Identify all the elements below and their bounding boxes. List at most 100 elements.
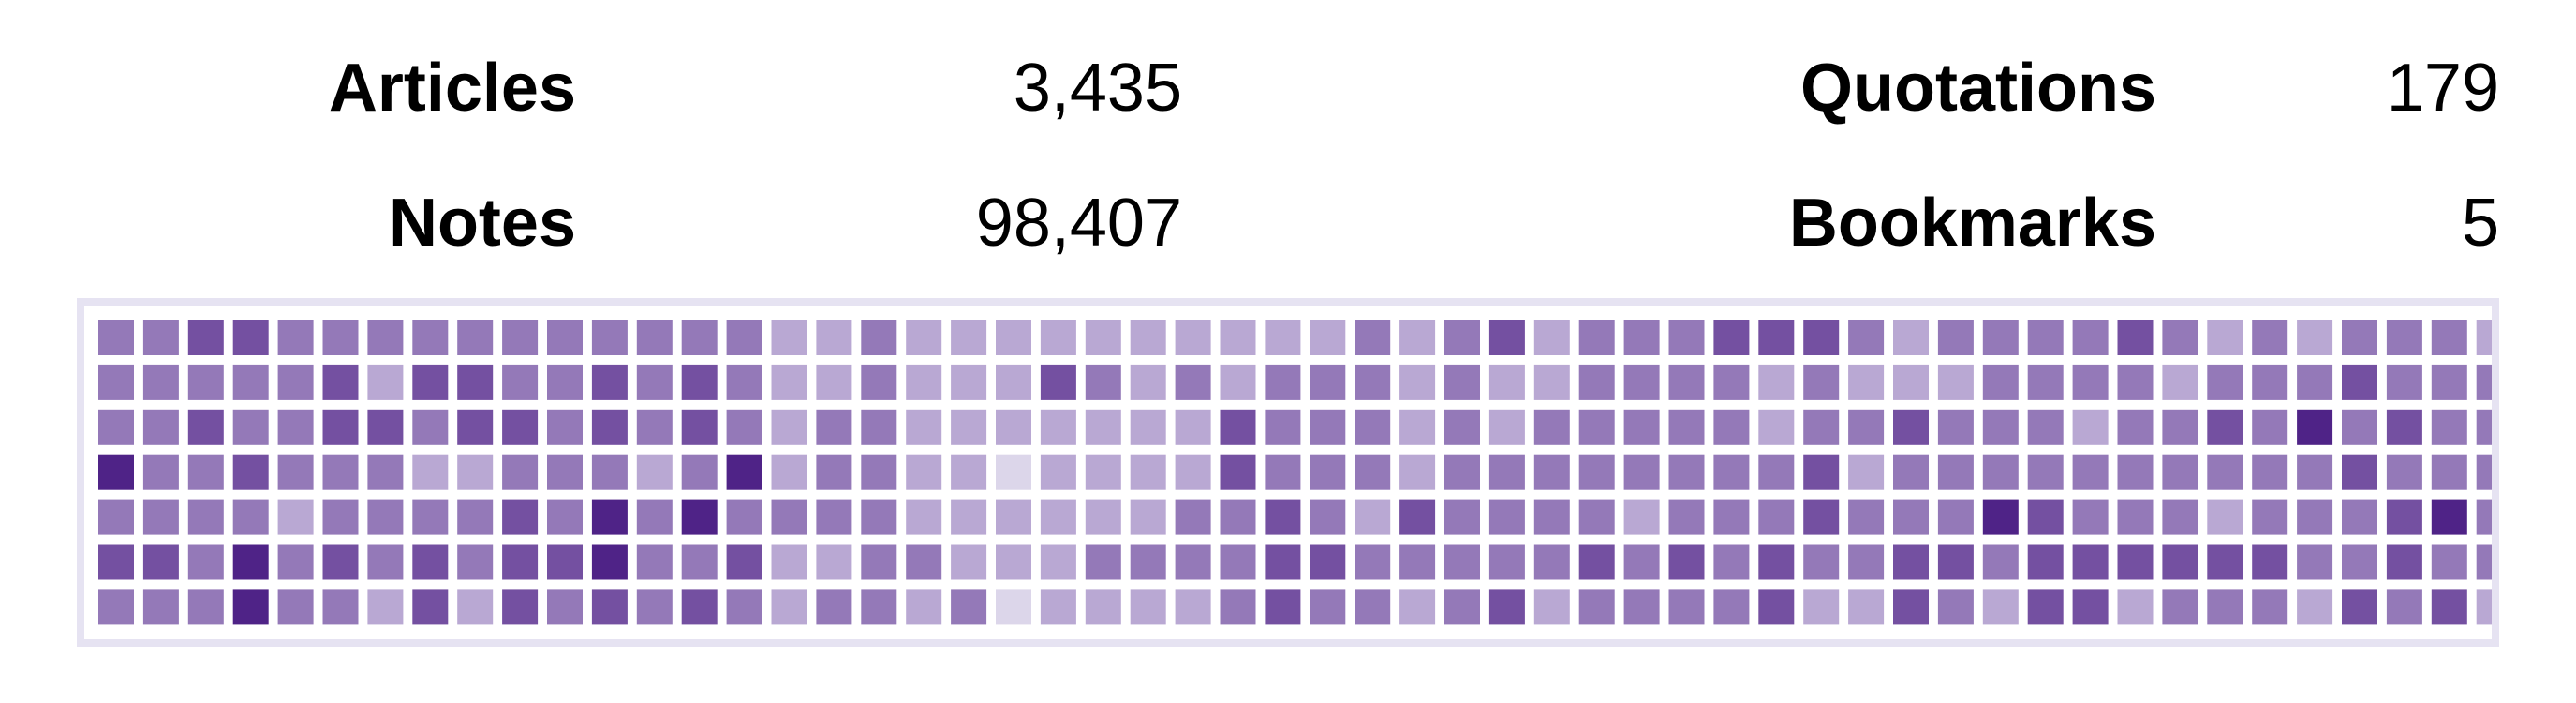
heatmap-cell (2207, 409, 2243, 445)
heatmap-cell (906, 409, 942, 445)
articles-count: 3,435 (1013, 51, 1182, 126)
heatmap-cell (2386, 409, 2422, 445)
heatmap-cell (1578, 589, 1615, 625)
heatmap-cell (1130, 454, 1166, 490)
heatmap-cell (1803, 499, 1840, 535)
heatmap-cell (1982, 454, 2019, 490)
heatmap-cell (1668, 544, 1705, 580)
heatmap-cell (457, 499, 494, 535)
heatmap-cell (1444, 364, 1480, 400)
heatmap-cell (1578, 454, 1615, 490)
heatmap-cell (2252, 320, 2288, 355)
heatmap-cell (2297, 320, 2333, 355)
heatmap-cell (2252, 499, 2288, 535)
heatmap-cell (2386, 364, 2422, 400)
heatmap-cell (591, 589, 628, 625)
heatmap-cell (412, 454, 449, 490)
heatmap-cell (547, 364, 583, 400)
heatmap-cell (2162, 364, 2198, 400)
heatmap-cell (187, 499, 224, 535)
heatmap-cell (2297, 499, 2333, 535)
heatmap-cell (2431, 320, 2467, 355)
heatmap-cell (1533, 589, 1570, 625)
heatmap-cell (771, 589, 807, 625)
heatmap-cell (1713, 364, 1750, 400)
heatmap-cell (1130, 320, 1166, 355)
heatmap-cell (771, 364, 807, 400)
heatmap-cell (2117, 499, 2154, 535)
heatmap-cell (98, 454, 134, 490)
heatmap-cell (2252, 364, 2288, 400)
heatmap-cell (2431, 589, 2467, 625)
heatmap-cell (98, 589, 134, 625)
heatmap-cell (1355, 320, 1391, 355)
heatmap-cell (2072, 364, 2109, 400)
heatmap-cell (1085, 544, 1121, 580)
heatmap-cell (726, 544, 762, 580)
heatmap-cell (1175, 409, 1211, 445)
heatmap-cell (1758, 320, 1795, 355)
heatmap-cell (816, 409, 852, 445)
heatmap-cell (367, 364, 404, 400)
heatmap-cell (1578, 364, 1615, 400)
heatmap-cell (951, 544, 987, 580)
heatmap-cell (2207, 499, 2243, 535)
heatmap-cell (2476, 364, 2492, 400)
heatmap-cell (1937, 409, 1974, 445)
heatmap-cell (816, 320, 852, 355)
heatmap-cell (591, 544, 628, 580)
heatmap-cell (367, 544, 404, 580)
heatmap-cell (1758, 544, 1795, 580)
heatmap-cell (2117, 454, 2154, 490)
heatmap-cell (1355, 409, 1391, 445)
heatmap-cell (277, 454, 314, 490)
notes-label: Notes (388, 186, 576, 261)
heatmap-cell (98, 499, 134, 535)
heatmap-cell (2207, 454, 2243, 490)
heatmap-cell (681, 320, 718, 355)
heatmap-cell (1310, 454, 1346, 490)
heatmap-cell (1623, 364, 1660, 400)
heatmap-cell (1399, 544, 1436, 580)
heatmap-cell (951, 320, 987, 355)
activity-heatmap-grid (98, 320, 2492, 625)
heatmap-cell (367, 454, 404, 490)
heatmap-cell (1444, 454, 1480, 490)
heatmap-cell (142, 364, 179, 400)
heatmap-cell (98, 320, 134, 355)
heatmap-cell (457, 454, 494, 490)
heatmap-cell (1713, 454, 1750, 490)
heatmap-cell (547, 589, 583, 625)
heatmap-cell (1310, 320, 1346, 355)
heatmap-cell (1399, 364, 1436, 400)
heatmap-cell (2027, 499, 2064, 535)
heatmap-cell (771, 409, 807, 445)
heatmap-cell (457, 320, 494, 355)
heatmap-cell (1399, 499, 1436, 535)
heatmap-cell (2072, 320, 2109, 355)
heatmap-cell (412, 589, 449, 625)
heatmap-cell (457, 544, 494, 580)
heatmap-cell (1085, 589, 1121, 625)
heatmap-cell (2431, 499, 2467, 535)
heatmap-cell (187, 544, 224, 580)
heatmap-cell (2342, 320, 2377, 355)
heatmap-cell (636, 409, 673, 445)
heatmap-cell (951, 589, 987, 625)
heatmap-cell (1848, 499, 1885, 535)
heatmap-cell (1040, 454, 1076, 490)
heatmap-cell (1713, 544, 1750, 580)
heatmap-cell (1220, 544, 1256, 580)
heatmap-cell (502, 320, 539, 355)
heatmap-cell (996, 409, 1031, 445)
heatmap-cell (1399, 454, 1436, 490)
heatmap-cell (591, 364, 628, 400)
heatmap-cell (2027, 409, 2064, 445)
heatmap-cell (2252, 544, 2288, 580)
heatmap-cell (1040, 499, 1076, 535)
bookmarks-count: 5 (2461, 186, 2499, 261)
heatmap-cell (367, 589, 404, 625)
heatmap-cell (1623, 454, 1660, 490)
heatmap-cell (502, 454, 539, 490)
heatmap-cell (322, 589, 359, 625)
